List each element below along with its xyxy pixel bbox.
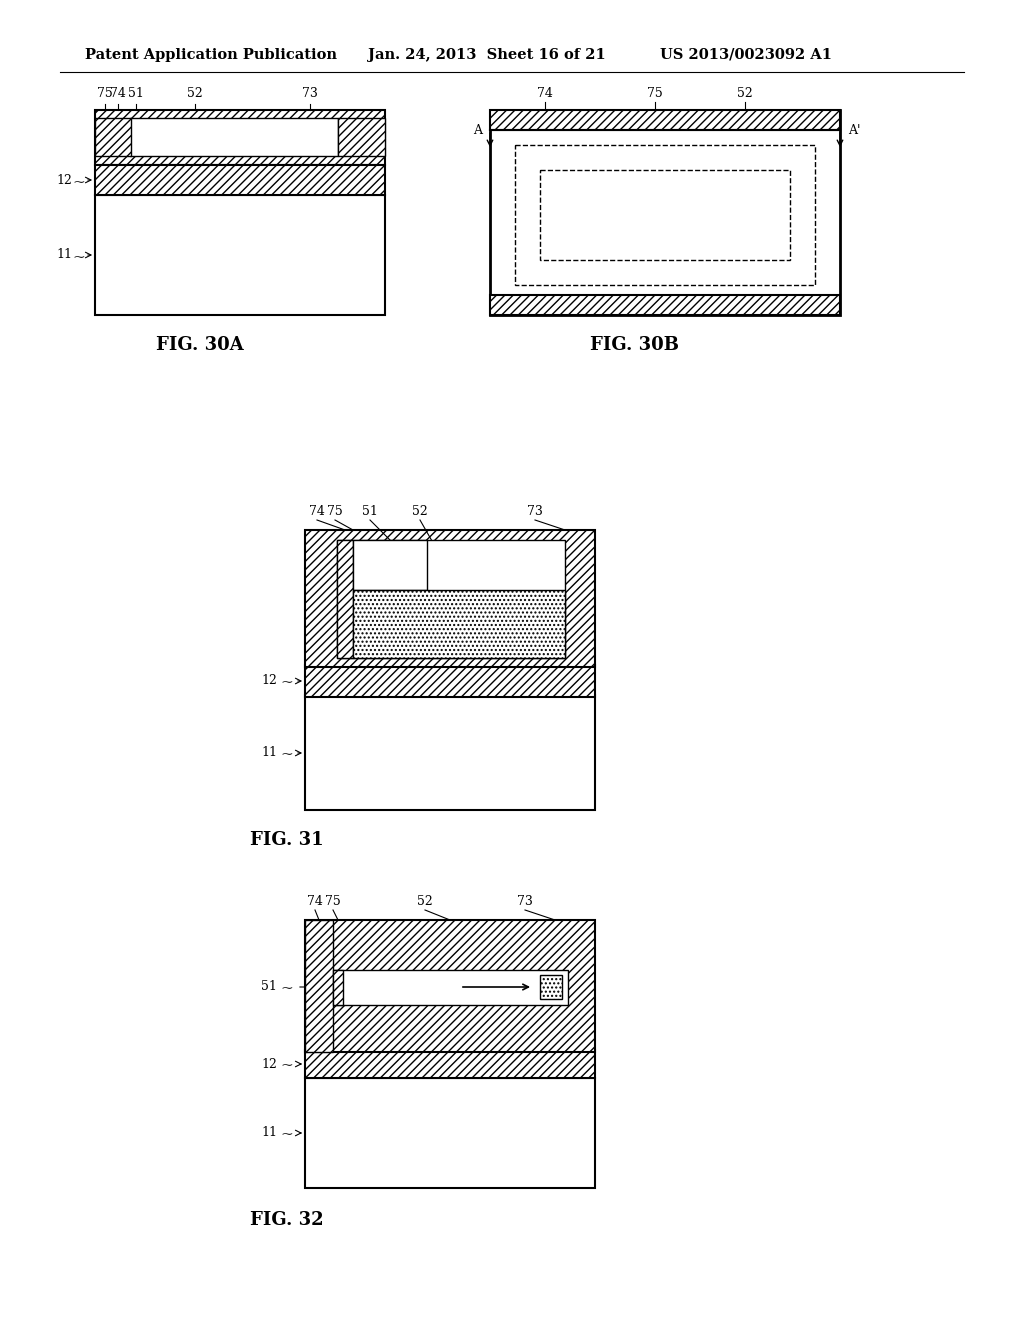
Text: FIG. 31: FIG. 31 — [250, 832, 324, 849]
Text: 75: 75 — [327, 506, 343, 517]
Text: FIG. 32: FIG. 32 — [250, 1210, 324, 1229]
Text: 12: 12 — [261, 1057, 278, 1071]
Bar — [95, 110, 385, 165]
Text: 73: 73 — [517, 895, 532, 908]
Bar — [305, 665, 595, 697]
Text: 52: 52 — [412, 506, 428, 517]
Bar — [490, 110, 840, 129]
Text: ~: ~ — [281, 748, 293, 762]
Text: 52: 52 — [737, 87, 753, 100]
Bar — [95, 117, 131, 156]
Text: 11: 11 — [56, 248, 72, 261]
Text: 75: 75 — [647, 87, 663, 100]
Bar — [95, 195, 385, 315]
Text: ~: ~ — [281, 982, 293, 997]
Bar — [333, 970, 568, 1005]
Text: ~: ~ — [281, 676, 293, 690]
Bar — [515, 145, 815, 285]
Text: 75: 75 — [326, 895, 341, 908]
Bar — [353, 590, 565, 657]
Bar — [305, 920, 333, 1052]
Text: FIG. 30A: FIG. 30A — [156, 337, 244, 354]
Text: 73: 73 — [302, 87, 317, 100]
Bar — [305, 1049, 595, 1078]
Text: Patent Application Publication: Patent Application Publication — [85, 48, 337, 62]
Text: 74: 74 — [309, 506, 325, 517]
Bar — [130, 117, 338, 156]
Bar — [490, 294, 840, 315]
Text: 51: 51 — [128, 87, 144, 100]
Text: 12: 12 — [56, 173, 72, 186]
Text: 51: 51 — [362, 506, 378, 517]
Text: ~: ~ — [281, 1129, 293, 1142]
Text: 11: 11 — [261, 1126, 278, 1139]
Text: 51: 51 — [261, 981, 278, 994]
Bar — [305, 531, 595, 667]
Bar — [338, 117, 385, 156]
Text: 12: 12 — [261, 675, 278, 688]
Bar — [540, 975, 562, 999]
Text: Jan. 24, 2013  Sheet 16 of 21: Jan. 24, 2013 Sheet 16 of 21 — [368, 48, 606, 62]
Text: 74: 74 — [537, 87, 553, 100]
Text: ~: ~ — [73, 176, 85, 190]
Bar — [540, 170, 790, 260]
Text: 73: 73 — [527, 506, 543, 517]
Text: 74: 74 — [307, 895, 323, 908]
Bar — [353, 540, 427, 590]
Text: FIG. 30B: FIG. 30B — [591, 337, 680, 354]
Text: 52: 52 — [187, 87, 203, 100]
Bar — [95, 165, 385, 195]
Bar — [333, 970, 343, 1005]
Text: ~: ~ — [281, 1059, 293, 1073]
Text: ~: ~ — [73, 251, 85, 265]
Text: US 2013/0023092 A1: US 2013/0023092 A1 — [660, 48, 831, 62]
Bar — [337, 540, 353, 657]
Text: 75: 75 — [97, 87, 113, 100]
Bar — [490, 110, 840, 315]
Text: 52: 52 — [417, 895, 433, 908]
Text: 11: 11 — [261, 747, 278, 759]
Bar — [305, 1078, 595, 1188]
Bar — [305, 920, 595, 1052]
Text: 74: 74 — [110, 87, 126, 100]
Bar — [305, 696, 595, 810]
Text: A': A' — [848, 124, 860, 136]
Bar — [337, 540, 565, 657]
Text: A: A — [473, 124, 482, 136]
